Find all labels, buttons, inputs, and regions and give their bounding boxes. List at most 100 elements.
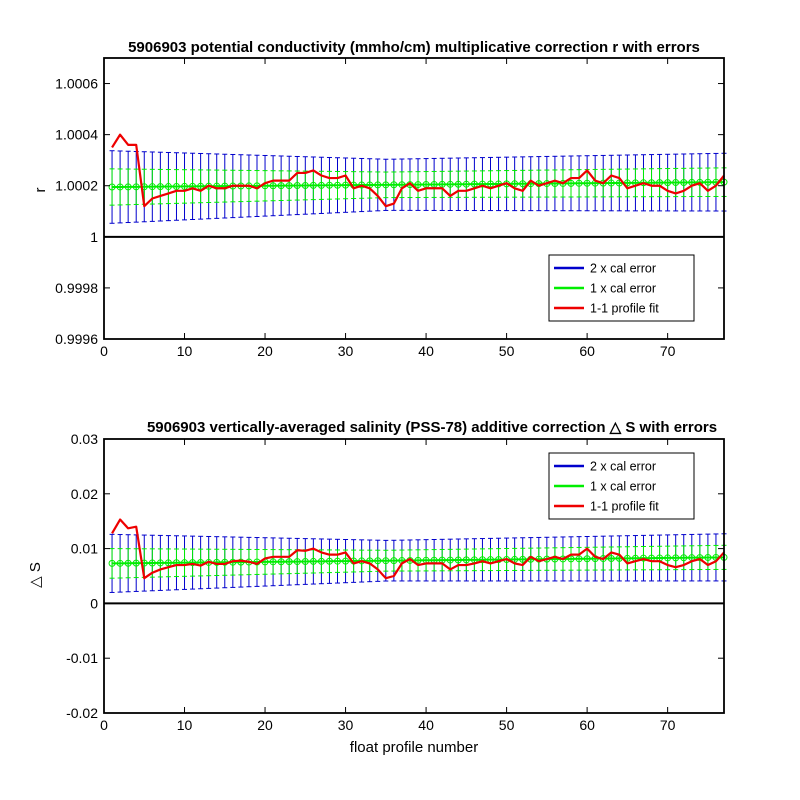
cal-fit-marker	[446, 556, 454, 564]
cal-fit-marker	[277, 182, 285, 190]
y-axis-ticks: 0.9996 0.9998 1 1.0002 1.0004 1.0006	[55, 76, 724, 347]
cal-fit-marker	[454, 556, 462, 564]
x-tick-label: 0	[100, 343, 108, 359]
x-tick-label: 70	[660, 343, 676, 359]
legend-label: 2 x cal error	[590, 262, 656, 276]
plot-area: 0 10 20 30 40 50 60 70 -0.02 -0.01 0 0.01 0.02 0.03 2 …	[66, 431, 728, 733]
y-tick-label: 0.02	[71, 486, 98, 502]
cal-fit-marker	[132, 559, 140, 567]
axes-box	[103, 438, 725, 714]
y-tick-label: -0.01	[66, 650, 98, 666]
x-tick-label: 60	[579, 717, 595, 733]
cal-fit-marker	[583, 555, 591, 563]
cal-fit-marker	[672, 179, 680, 187]
cal-fit-marker	[269, 558, 277, 566]
chart-panel-conductivity: 5906903 potential conductivity (mmho/cm)…	[32, 39, 728, 359]
cal-fit-marker	[132, 183, 140, 191]
cal-fit-marker	[454, 180, 462, 188]
x-tick-label: 30	[338, 717, 354, 733]
y-tick-label: 1.0002	[55, 178, 98, 194]
cal-fit-marker	[334, 557, 342, 565]
cal-fit-marker	[583, 179, 591, 187]
cal-fit-marker	[317, 181, 325, 189]
cal-fit-marker	[414, 556, 422, 564]
x-tick-label: 10	[177, 717, 193, 733]
x-axis-label: float profile number	[350, 739, 478, 756]
x-tick-label: 30	[338, 343, 354, 359]
profile-fit-line	[111, 518, 725, 580]
cal-fit-marker	[301, 181, 309, 189]
cal-fit-marker	[172, 182, 180, 190]
cal-fit-marker	[414, 181, 422, 189]
cal-fit-marker	[156, 559, 164, 567]
cal-fit-marker	[285, 182, 293, 190]
cal-fit-marker	[486, 180, 494, 188]
cal-fit-marker	[696, 178, 704, 186]
cal-fit-marker	[704, 554, 712, 562]
x-tick-label: 10	[177, 343, 193, 359]
cal-fit-marker	[189, 559, 197, 567]
cal-fit-marker	[664, 179, 672, 187]
x-tick-label: 40	[418, 343, 434, 359]
chart-legend: 2 x cal error 1 x cal error 1-1 profile fi…	[548, 254, 695, 322]
cal-fit-marker	[325, 557, 333, 565]
cal-fit-marker	[293, 558, 301, 566]
cal-fit-marker	[124, 183, 132, 191]
x-axis-ticks: 0 10 20 30 40 50 60 70	[100, 439, 676, 733]
legend-label: 1-1 profile fit	[590, 302, 659, 316]
cal-fit-marker	[559, 179, 567, 187]
cal-fit-marker	[575, 555, 583, 563]
cal-fit-marker	[108, 559, 116, 567]
plot-area: 0 10 20 30 40 50 60 70 0.9996 0.9998 1 1.0002 1.0004…	[55, 57, 728, 359]
x-tick-label: 20	[257, 343, 273, 359]
chart-title: 5906903 potential conductivity (mmho/cm)…	[128, 39, 700, 56]
cal-fit-marker	[197, 182, 205, 190]
legend-label: 2 x cal error	[590, 460, 656, 474]
cal-fit-marker	[672, 554, 680, 562]
cal-fit-marker	[390, 557, 398, 565]
cal-fit-marker	[309, 557, 317, 565]
legend-label: 1 x cal error	[590, 480, 656, 494]
cal-fit-marker	[148, 559, 156, 567]
y-tick-label: 1.0006	[55, 76, 98, 92]
cal-fit-marker	[382, 181, 390, 189]
cal-fit-marker	[108, 183, 116, 191]
y-tick-label: 1	[90, 229, 98, 245]
cal-fit-marker	[607, 179, 615, 187]
cal-fit-marker	[664, 554, 672, 562]
y-tick-label: 0.01	[71, 541, 98, 557]
x-tick-label: 50	[499, 717, 515, 733]
cal-fit-marker	[639, 179, 647, 187]
cal-fit-marker	[342, 557, 350, 565]
y-axis-label: r	[32, 188, 49, 193]
profile-fit-line	[111, 133, 725, 208]
cal-fit-marker	[607, 554, 615, 562]
cal-fit-marker	[116, 183, 124, 191]
cal-fit-marker	[148, 183, 156, 191]
cal-fit-marker	[462, 556, 470, 564]
cal-fit-marker	[116, 559, 124, 567]
cal-fit-marker	[382, 557, 390, 565]
cal-fit-marker	[478, 556, 486, 564]
y-tick-label: 0.03	[71, 431, 98, 447]
cal-fit-marker	[317, 557, 325, 565]
chart-panel-salinity: 5906903 vertically-averaged salinity (PS…	[27, 419, 728, 756]
cal-fit-marker	[269, 182, 277, 190]
cal-fit-marker	[623, 554, 631, 562]
cal-fit-marker	[374, 181, 382, 189]
cal-fit-marker	[342, 181, 350, 189]
x-axis-ticks: 0 10 20 30 40 50 60 70	[100, 58, 676, 359]
legend-label: 1 x cal error	[590, 282, 656, 296]
cal-fit-marker	[462, 180, 470, 188]
cal-fit-marker	[374, 557, 382, 565]
cal-fit-marker	[704, 178, 712, 186]
y-tick-label: 0	[90, 595, 98, 611]
cal-fit-marker	[309, 181, 317, 189]
cal-fit-marker	[124, 559, 132, 567]
cal-fit-marker	[285, 558, 293, 566]
axes-box	[103, 57, 725, 340]
cal-fit-marker	[519, 555, 527, 563]
cal-fit-marker	[696, 554, 704, 562]
x-tick-label: 0	[100, 717, 108, 733]
y-axis-label: △ S	[27, 562, 44, 588]
